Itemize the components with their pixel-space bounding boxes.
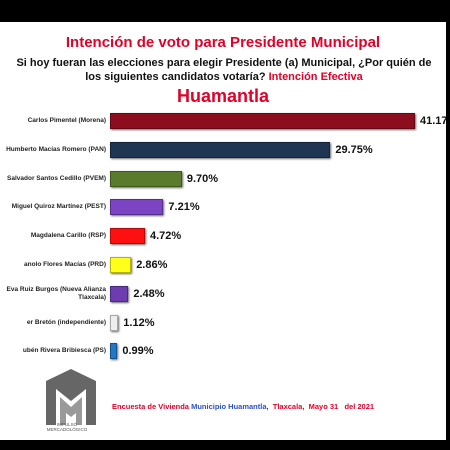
category-label: Magdalena Carillo (RSP): [30, 232, 106, 240]
bar: [110, 285, 129, 302]
subtitle-highlight: Intención Efectiva: [268, 71, 363, 83]
bar: [110, 170, 182, 187]
footer-part: Municipio Huamantla: [191, 402, 267, 411]
footer-part: , Tlaxcala, Mayo 31 del 2021: [266, 402, 375, 411]
category-label: Eva Ruiz Burgos (Nueva Alianza Tlaxcala): [6, 285, 106, 301]
bar: [110, 314, 119, 331]
subtitle: Si hoy fueran las elecciones para elegir…: [14, 56, 434, 84]
value-label: 4.72%: [149, 230, 182, 243]
heading: Huamantla: [176, 86, 270, 106]
category-label: anolo Flores Macías (PRD): [24, 261, 106, 268]
footer: Encuesta de Vivienda Municipio Huamantla…: [112, 402, 374, 411]
bar: [110, 113, 415, 129]
footer-part: Encuesta de Vivienda: [112, 402, 189, 411]
value-label: 9.70%: [186, 172, 219, 185]
bar: [110, 343, 118, 360]
value-label: 2.86%: [136, 259, 168, 271]
value-label: 41.17%: [420, 115, 446, 127]
category-label: ubén Rivera Bribiesca (PS): [22, 347, 106, 355]
bar: [110, 228, 145, 245]
category-label: Salvador Santos Cedillo (PVEM): [7, 174, 106, 182]
logo: [46, 369, 96, 425]
category-label: Humberto Macías Romero (PAN): [6, 145, 106, 153]
bar: [110, 257, 132, 273]
value-label: 1.12%: [123, 316, 155, 329]
category-label: er Bretón (independiente): [26, 318, 106, 326]
bar: [110, 199, 164, 216]
category-label: Miguel Quiroz Martínez (PEST): [11, 203, 106, 211]
subtitle-text: Si hoy fueran las elecciones para elegir…: [16, 57, 432, 83]
value-label: 2.48%: [133, 287, 165, 300]
category-label: Carlos Pimentel (Morena): [27, 117, 106, 124]
value-label: 7.21%: [168, 201, 200, 214]
value-label: 29.75%: [335, 143, 373, 156]
value-label: 0.99%: [122, 345, 154, 358]
bar: [110, 141, 331, 158]
chart: Intención de voto para Presidente Munici…: [0, 22, 446, 440]
chart-title: Intención de voto para Presidente Munici…: [65, 34, 381, 51]
logo-text: IMPULSO MERCADOLÓGICO: [46, 422, 88, 432]
